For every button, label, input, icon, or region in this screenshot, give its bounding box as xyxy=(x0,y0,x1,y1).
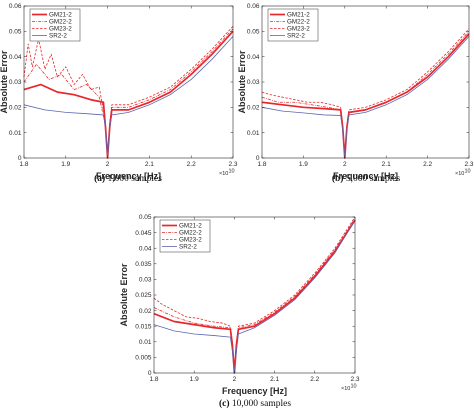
series-line-sr2-2 xyxy=(23,36,234,159)
x-multiplier-label: ×10 xyxy=(455,171,464,177)
x-multiplier-label: ×10 xyxy=(219,171,228,177)
legend-label-gm22-2: GM22-2 xyxy=(179,230,202,237)
caption-label: (a) xyxy=(94,173,105,184)
y-axis-label: Absolute Error xyxy=(237,50,247,114)
series-line-gm23-2 xyxy=(23,25,234,159)
caption-text: 1,000 samples xyxy=(105,174,162,184)
x-axis-label: Frequency [Hz] xyxy=(333,171,398,181)
y-tick-label: 0 xyxy=(18,155,22,162)
y-tick-label: 0.03 xyxy=(247,79,260,86)
x-tick-label: 2 xyxy=(233,376,237,383)
x-axis-label: Frequency [Hz] xyxy=(96,171,161,181)
series-line-sr2-2 xyxy=(153,219,356,374)
chart-panel-1: 1.8 1.9 2 2.1 2.2 2.3 0 0.01 0.02 0.03 0.04 0.05 0.0… xyxy=(0,3,238,184)
series-line-sr2-2 xyxy=(261,36,470,159)
y-axis-label: Absolute Error xyxy=(0,50,9,114)
y-tick-label: 0.02 xyxy=(9,105,22,112)
y-tick-label: 0.045 xyxy=(135,230,152,237)
x-tick-label: 2 xyxy=(343,161,347,168)
y-axis-label: Absolute Error xyxy=(119,263,129,327)
x-tick-label: 1.9 xyxy=(299,161,308,168)
y-tick-label: 0.005 xyxy=(135,355,152,362)
y-tick-label: 0.035 xyxy=(135,261,152,268)
x-multiplier-exponent: 10 xyxy=(229,169,235,175)
x-tick-label: 2.1 xyxy=(382,161,391,168)
series-line-gm21-2 xyxy=(23,30,234,159)
y-tick-label: 0.03 xyxy=(139,277,152,284)
y-tick-label: 0.01 xyxy=(139,339,152,346)
subfigure-caption: (b) 5,000 samples xyxy=(332,173,401,184)
chart-panel-2: 1.8 1.9 2 2.1 2.2 2.3 0 0.01 0.02 0.03 0.04 0.05 0.0… xyxy=(237,3,474,184)
series-line-gm23-2 xyxy=(153,216,356,374)
y-tick-label: 0.01 xyxy=(9,130,22,137)
y-tick-label: 0.05 xyxy=(139,214,152,221)
y-tick-label: 0.06 xyxy=(9,3,22,10)
legend-label-gm23-2: GM23-2 xyxy=(179,237,202,244)
legend-label-sr2-2: SR2-2 xyxy=(49,33,67,40)
y-tick-label: 0.05 xyxy=(247,29,260,36)
legend-label-sr2-2: SR2-2 xyxy=(179,244,197,251)
x-tick-label: 1.9 xyxy=(190,376,199,383)
caption-text: 5,000 samples xyxy=(343,174,400,184)
x-tick-label: 2.3 xyxy=(464,161,473,168)
legend-label-gm23-2: GM23-2 xyxy=(49,26,72,33)
x-tick-label: 2.3 xyxy=(228,161,237,168)
subfigure-caption: (a) 1,000 samples xyxy=(94,173,162,184)
x-multiplier-exponent: 10 xyxy=(351,384,357,390)
x-tick-label: 2.2 xyxy=(423,161,432,168)
caption-label: (c) xyxy=(219,398,230,409)
legend-label-gm21-2: GM21-2 xyxy=(49,12,72,19)
y-tick-label: 0.04 xyxy=(247,54,260,61)
legend-label-gm22-2: GM22-2 xyxy=(287,19,310,26)
y-tick-label: 0.015 xyxy=(135,323,152,330)
legend-label-gm22-2: GM22-2 xyxy=(49,19,72,26)
y-tick-label: 0.02 xyxy=(139,308,152,315)
series-line-gm22-2 xyxy=(23,28,234,159)
series-line-gm23-2 xyxy=(261,28,470,159)
x-tick-label: 2 xyxy=(106,161,110,168)
y-tick-label: 0 xyxy=(256,155,260,162)
legend-label-sr2-2: SR2-2 xyxy=(287,33,305,40)
x-tick-label: 1.9 xyxy=(61,161,70,168)
y-tick-label: 0 xyxy=(148,370,152,377)
y-tick-label: 0.01 xyxy=(247,130,260,137)
legend-label-gm21-2: GM21-2 xyxy=(287,12,310,19)
y-tick-label: 0.03 xyxy=(9,79,22,86)
x-tick-label: 2.2 xyxy=(187,161,196,168)
y-tick-label: 0.02 xyxy=(247,105,260,112)
x-tick-label: 2.2 xyxy=(310,376,319,383)
subfigure-caption: (c) 10,000 samples xyxy=(219,398,291,409)
y-tick-label: 0.06 xyxy=(247,3,260,10)
caption-text: 10,000 samples xyxy=(230,399,292,409)
legend-label-gm21-2: GM21-2 xyxy=(179,223,202,230)
x-multiplier-label: ×10 xyxy=(341,386,350,392)
x-tick-label: 2.1 xyxy=(145,161,154,168)
x-tick-label: 2.3 xyxy=(350,376,359,383)
x-tick-label: 2.1 xyxy=(270,376,279,383)
y-tick-label: 0.04 xyxy=(9,54,22,61)
chart-panel-3: 1.8 1.9 2 2.1 2.2 2.3 0 0.005 0.01 0.015 0.02 0.025… xyxy=(119,214,360,409)
series-line-gm22-2 xyxy=(261,31,470,159)
x-tick-label: 1.8 xyxy=(19,161,28,168)
series-line-gm21-2 xyxy=(261,33,470,159)
y-tick-label: 0.025 xyxy=(135,292,152,299)
x-axis-label: Frequency [Hz] xyxy=(222,386,287,396)
x-multiplier-exponent: 10 xyxy=(465,169,471,175)
legend-label-gm23-2: GM23-2 xyxy=(287,26,310,33)
y-tick-label: 0.04 xyxy=(139,245,152,252)
y-tick-label: 0.05 xyxy=(9,29,22,36)
caption-label: (b) xyxy=(332,173,344,184)
x-tick-label: 1.8 xyxy=(149,376,158,383)
x-tick-label: 1.8 xyxy=(257,161,266,168)
